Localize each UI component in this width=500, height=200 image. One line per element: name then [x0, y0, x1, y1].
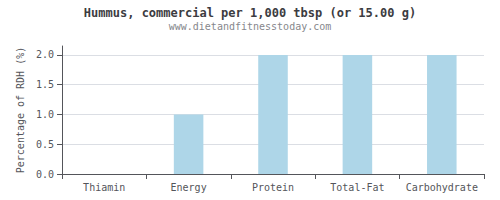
- svg-text:0.0: 0.0: [36, 169, 54, 180]
- svg-text:2.0: 2.0: [36, 49, 54, 60]
- svg-text:0.5: 0.5: [36, 139, 54, 150]
- svg-text:1.0: 1.0: [36, 109, 54, 120]
- svg-text:Hummus, commercial per 1,000 t: Hummus, commercial per 1,000 tbsp (or 15…: [84, 6, 416, 20]
- svg-text:Energy: Energy: [171, 182, 207, 193]
- svg-text:1.5: 1.5: [36, 79, 54, 90]
- svg-text:Percentage of RDH (%): Percentage of RDH (%): [15, 47, 26, 173]
- svg-text:www.dietandfitnesstoday.com: www.dietandfitnesstoday.com: [169, 21, 332, 32]
- svg-text:Total-Fat: Total-Fat: [330, 182, 384, 193]
- svg-text:Thiamin: Thiamin: [83, 182, 125, 193]
- svg-text:Carbohydrate: Carbohydrate: [406, 182, 478, 193]
- svg-text:Protein: Protein: [252, 182, 294, 193]
